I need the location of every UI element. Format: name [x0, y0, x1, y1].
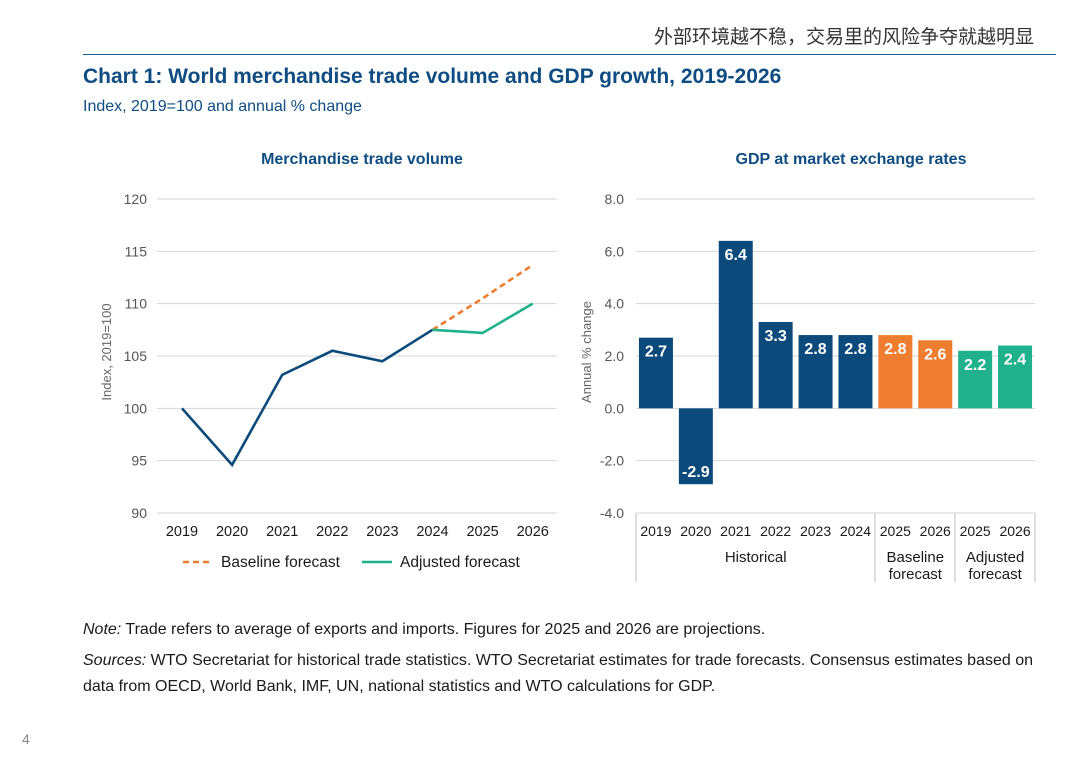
gdp-y-tick-label: 4.0 [605, 296, 625, 312]
gdp-bars: 2.7 -2.9 6.4 3.3 2.8 2.8 2.8 2.6 2.2 2.4 [638, 240, 1033, 485]
gdp-chart: GDP at market exchange rates -4.0 -2.0 0.0… [579, 151, 1036, 583]
trade-x-tick-label: 2020 [216, 524, 248, 540]
gdp-x-tick-label: 2023 [800, 523, 831, 539]
gdp-y-tick-label: 2.0 [605, 348, 625, 364]
gdp-bar-label: -2.9 [682, 464, 710, 481]
gdp-x-tick-label: 2026 [999, 523, 1030, 539]
gdp-group-label-baseline: forecast [889, 566, 943, 583]
gdp-bar [758, 321, 793, 409]
gdp-x-tick-label: 2025 [960, 523, 991, 539]
gdp-bar [918, 340, 953, 409]
trade-y-tick-label: 90 [131, 505, 147, 521]
trade-x-tick-label: 2024 [416, 524, 448, 540]
trade-x-tick-label: 2025 [466, 524, 498, 540]
gdp-bar [678, 408, 713, 485]
gdp-bar-label: 2.6 [924, 346, 946, 363]
gdp-x-tick-label: 2022 [760, 523, 791, 539]
trade-x-tick-label: 2022 [316, 524, 348, 540]
gdp-x-tick-label: 2026 [920, 523, 951, 539]
gdp-bar [998, 345, 1033, 409]
note-text: Trade refers to average of exports and i… [121, 621, 766, 638]
trade-x-tick-label: 2021 [266, 524, 298, 540]
trade-volume-chart: Merchandise trade volume 90 95 100 105 110 11… [99, 151, 557, 571]
trade-x-tick-label: 2019 [166, 524, 198, 540]
legend-adjusted-label: Adjusted forecast [400, 554, 520, 571]
page-number: 4 [22, 731, 30, 747]
gdp-group-label-baseline: Baseline [887, 549, 945, 566]
gdp-x-tick-label: 2020 [680, 523, 711, 539]
trade-x-tick-label: 2023 [366, 524, 398, 540]
gdp-y-axis-label: Annual % change [579, 301, 594, 403]
gdp-bar [798, 335, 833, 409]
trade-baseline-line [431, 263, 534, 331]
gdp-bar-label: 3.3 [765, 328, 787, 345]
gdp-x-tick-label: 2025 [880, 523, 911, 539]
gdp-group-label-adjusted: forecast [968, 566, 1022, 583]
gdp-bar-label: 2.8 [884, 341, 906, 358]
sources: Sources: WTO Secretariat for historical … [83, 648, 1043, 700]
header-rule [83, 54, 1056, 55]
figure-title: Chart 1: World merchandise trade volume … [83, 65, 782, 88]
trade-x-ticks: 2019 2020 2021 2022 2023 2024 2025 2026 [166, 524, 549, 540]
gdp-y-tick-label: 6.0 [605, 243, 625, 259]
gdp-x-tick-label: 2024 [840, 523, 871, 539]
gdp-group-label-historical: Historical [725, 549, 787, 566]
trade-series [181, 263, 534, 468]
trade-y-tick-label: 115 [125, 243, 148, 259]
gdp-bar [638, 337, 673, 409]
note: Note: Trade refers to average of exports… [83, 617, 1043, 643]
gdp-bar-label: 2.2 [964, 357, 986, 374]
gdp-chart-title: GDP at market exchange rates [736, 151, 967, 168]
gdp-bar-label: 2.7 [645, 344, 667, 361]
trade-chart-title: Merchandise trade volume [261, 151, 463, 168]
gdp-bar [878, 335, 913, 409]
trade-x-tick-label: 2026 [517, 524, 549, 540]
gdp-y-tick-label: 8.0 [605, 191, 625, 207]
gdp-y-ticks: -4.0 -2.0 0.0 2.0 4.0 6.0 8.0 [600, 191, 624, 521]
gdp-y-tick-label: -4.0 [600, 505, 624, 521]
trade-y-tick-label: 110 [125, 296, 148, 312]
trade-y-tick-label: 95 [131, 453, 147, 469]
figure-subtitle: Index, 2019=100 and annual % change [83, 98, 362, 115]
gdp-bar-label: 2.8 [804, 341, 826, 358]
gdp-y-tick-label: -2.0 [600, 453, 624, 469]
trade-y-tick-label: 105 [124, 348, 148, 364]
trade-y-tick-label: 120 [124, 191, 148, 207]
charts-canvas: Merchandise trade volume 90 95 100 105 110 11… [99, 151, 1036, 583]
gdp-group-label-adjusted: Adjusted [966, 549, 1024, 566]
gdp-bar-label: 6.4 [725, 247, 747, 264]
trade-adjusted-line [432, 302, 534, 335]
page-header-text: 外部环境越不稳，交易里的风险争夺就越明显 [653, 26, 1034, 48]
gdp-x-ticks: 2019 2020 2021 2022 2023 2024 2025 2026 2025 2026 [640, 523, 1030, 539]
trade-y-axis-label: Index, 2019=100 [99, 303, 114, 400]
trade-y-tick-label: 100 [124, 400, 148, 416]
gdp-bar [838, 335, 873, 409]
trade-legend: Baseline forecast Adjusted forecast [183, 554, 520, 571]
sources-text: WTO Secretariat for historical trade sta… [83, 652, 1033, 695]
gdp-group-labels: Historical BaselineforecastAdjustedforeca… [635, 513, 1036, 583]
trade-historical-line [181, 328, 434, 468]
gdp-bar-label: 2.4 [1004, 352, 1026, 369]
trade-y-ticks: 90 95 100 105 110 115 120 [124, 191, 148, 521]
gdp-x-tick-label: 2019 [640, 523, 671, 539]
gdp-bar [958, 350, 993, 409]
gdp-y-tick-label: 0.0 [605, 400, 625, 416]
gdp-x-tick-label: 2021 [720, 523, 751, 539]
gdp-bar-label: 2.8 [844, 341, 866, 358]
sources-label: Sources: [83, 652, 147, 669]
legend-baseline-label: Baseline forecast [221, 554, 341, 571]
gdp-bar [718, 240, 753, 409]
note-label: Note: [83, 621, 122, 638]
